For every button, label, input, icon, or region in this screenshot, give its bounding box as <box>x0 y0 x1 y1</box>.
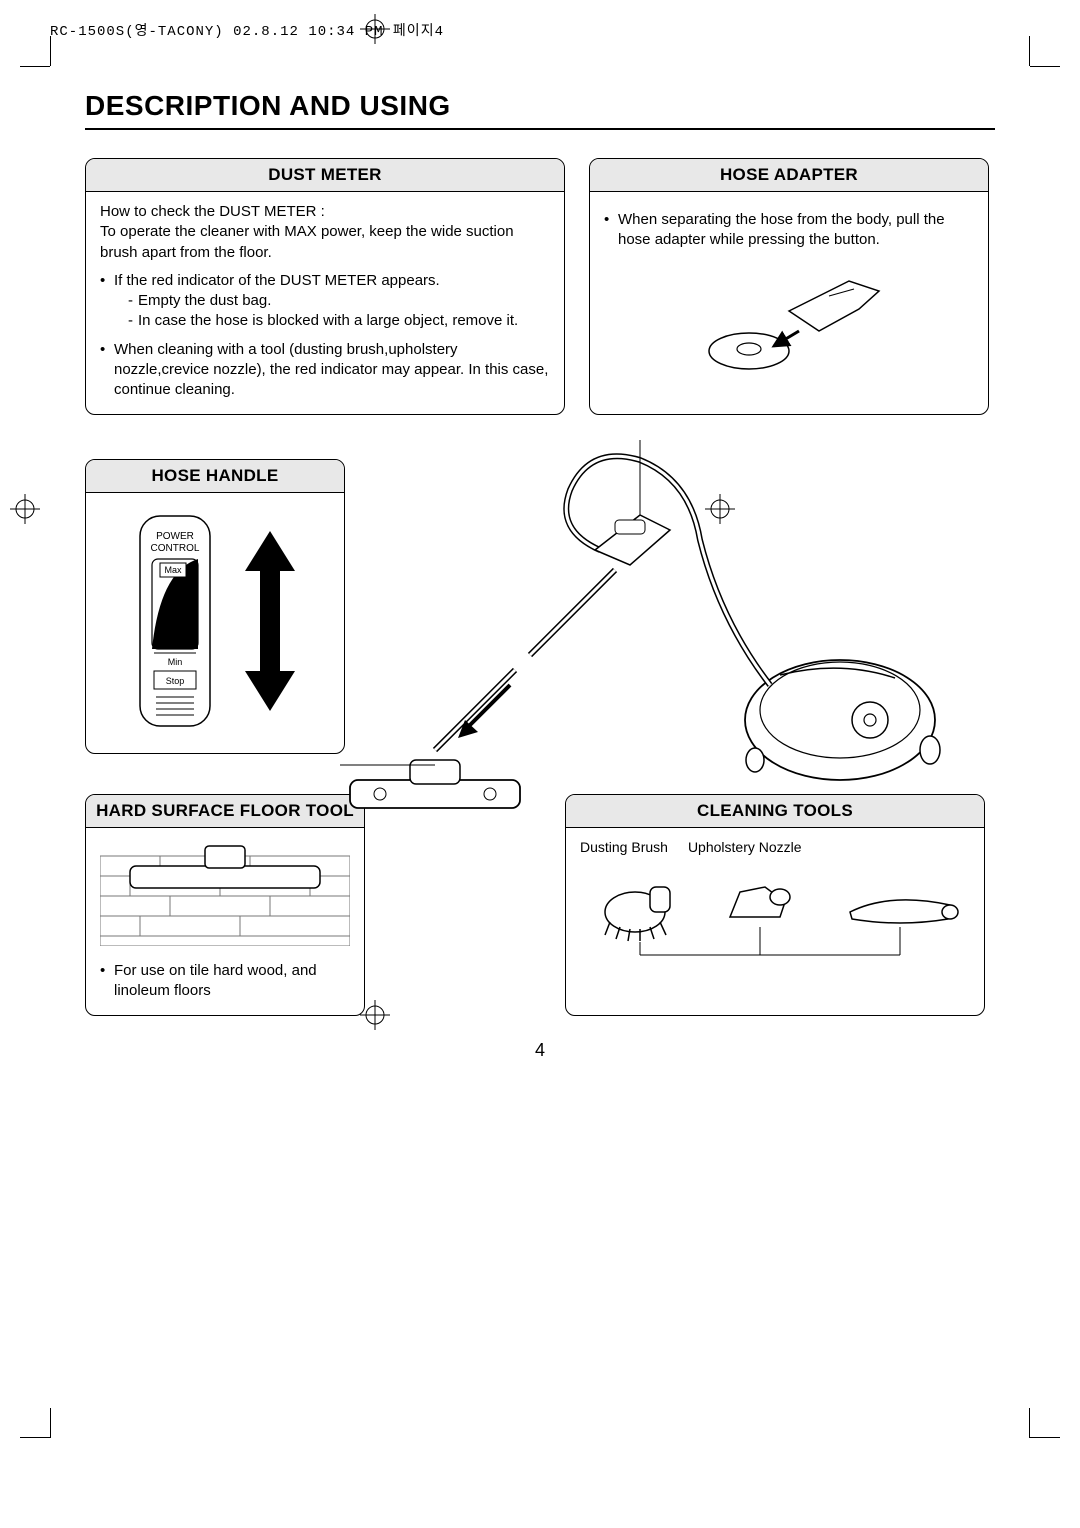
crop-mark <box>1029 1408 1030 1438</box>
crop-mark <box>20 66 50 67</box>
crop-mark <box>50 1408 51 1438</box>
page-title: DESCRIPTION AND USING <box>85 90 995 130</box>
hose-handle-box: HOSE HANDLE POWER CONTROL Max Min Stop <box>85 459 345 754</box>
dust-meter-title: DUST METER <box>86 159 564 192</box>
power-label: POWER <box>156 531 194 542</box>
dust-meter-bullet1: If the red indicator of the DUST METER a… <box>114 272 440 289</box>
cleaning-tools-illustration <box>580 857 970 957</box>
crop-mark <box>1030 66 1060 67</box>
registration-mark-icon <box>360 14 390 44</box>
crop-mark <box>1030 1437 1060 1438</box>
page-number: 4 <box>85 1040 995 1061</box>
hose-adapter-illustration <box>604 261 974 387</box>
hard-floor-bullet: For use on tile hard wood, and linoleum … <box>100 961 350 1002</box>
dust-meter-sub2: In case the hose is blocked with a large… <box>128 311 550 331</box>
registration-mark-icon <box>10 494 40 524</box>
svg-text:Stop: Stop <box>166 676 185 686</box>
control-label: CONTROL <box>151 543 200 554</box>
crop-mark <box>1029 36 1030 66</box>
crop-mark <box>50 36 51 66</box>
hose-adapter-title: HOSE ADAPTER <box>590 159 988 192</box>
crop-mark <box>20 1437 50 1438</box>
dust-meter-intro1: How to check the DUST METER : <box>100 202 550 222</box>
hose-handle-title: HOSE HANDLE <box>86 460 344 493</box>
dust-meter-box: DUST METER How to check the DUST METER :… <box>85 158 565 415</box>
dust-meter-bullet2: When cleaning with a tool (dusting brush… <box>100 340 550 401</box>
hose-adapter-box: HOSE ADAPTER When separating the hose fr… <box>589 158 989 415</box>
svg-text:Max: Max <box>164 565 182 575</box>
dust-meter-intro2: To operate the cleaner with MAX power, k… <box>100 222 550 263</box>
hard-floor-illustration <box>100 836 350 946</box>
hard-floor-box: HARD SURFACE FLOOR TOOL <box>85 794 365 1016</box>
power-control-icon: POWER CONTROL Max Min Stop <box>130 511 220 731</box>
updown-arrow-icon <box>240 531 300 711</box>
vacuum-illustration <box>340 420 960 845</box>
svg-text:Min: Min <box>168 657 183 667</box>
hose-adapter-bullet: When separating the hose from the body, … <box>604 210 974 251</box>
dust-meter-sub1: Empty the dust bag. <box>128 291 550 311</box>
hard-floor-title: HARD SURFACE FLOOR TOOL <box>86 795 364 828</box>
